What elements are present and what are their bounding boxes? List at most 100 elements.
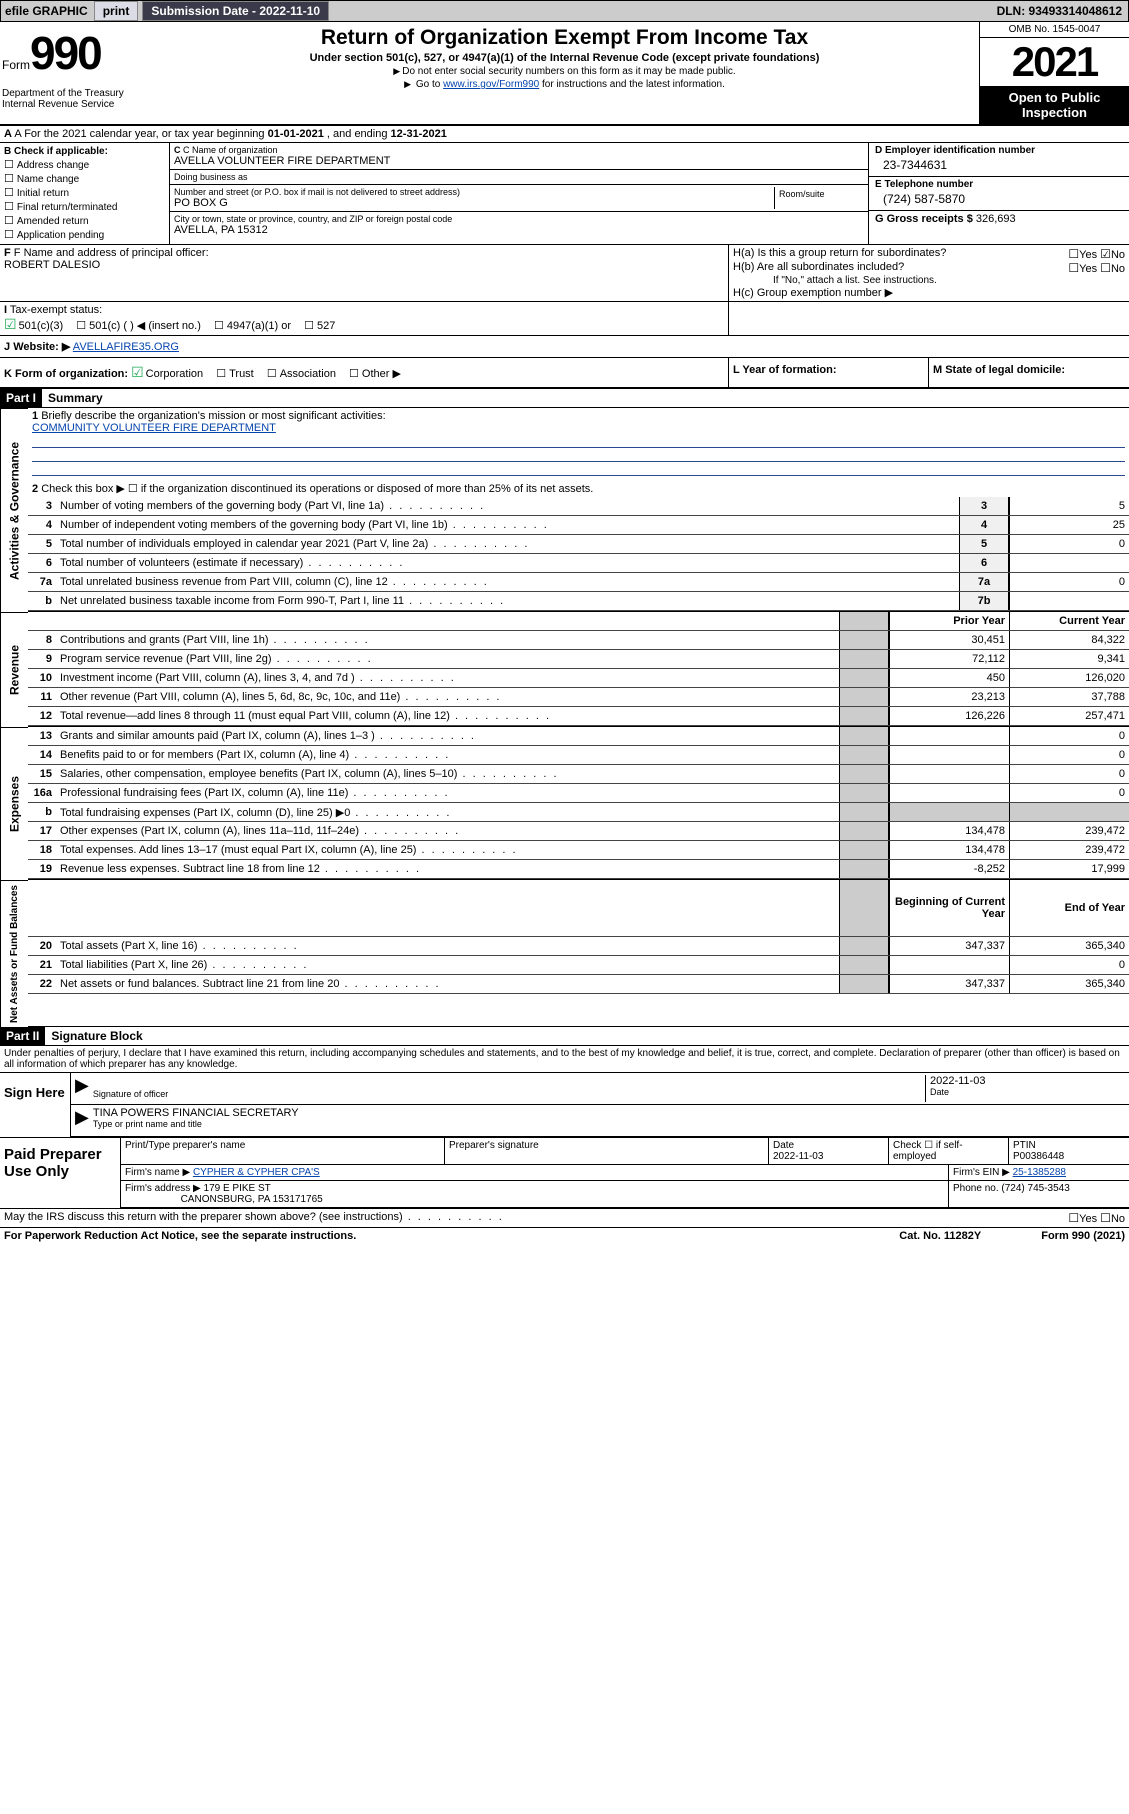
line-no: 3 — [28, 500, 58, 512]
line-spacer — [839, 746, 889, 764]
irs-link[interactable]: www.irs.gov/Form990 — [443, 79, 539, 90]
line-desc: Total unrelated business revenue from Pa… — [58, 575, 959, 589]
open-to-public: Open to Public Inspection — [980, 86, 1129, 124]
form-word: Form — [2, 58, 30, 72]
line-spacer — [839, 669, 889, 687]
col-d: D Employer identification number 23-7344… — [869, 143, 1129, 244]
dba-label: Doing business as — [174, 172, 864, 182]
status-4947[interactable]: 4947(a)(1) or — [214, 319, 291, 332]
line-spacer — [839, 650, 889, 668]
website-link[interactable]: AVELLAFIRE35.ORG — [73, 341, 179, 353]
city: AVELLA, PA 15312 — [174, 224, 864, 236]
sig-arrow-icon — [75, 1107, 93, 1134]
efile-label: efile GRAPHIC — [1, 4, 92, 18]
firm-name[interactable]: CYPHER & CYPHER CPA'S — [193, 1167, 320, 1178]
row-fh: F F Name and address of principal office… — [0, 245, 1129, 302]
line-spacer — [839, 956, 889, 974]
check-address-change[interactable]: Address change — [4, 158, 165, 171]
line-no: 15 — [28, 768, 58, 780]
part2-badge: Part II — [0, 1027, 45, 1045]
submission-date: Submission Date - 2022-11-10 — [142, 1, 329, 21]
sig-date: 2022-11-03 — [930, 1075, 1125, 1087]
line-no: 14 — [28, 749, 58, 761]
form-990: 990 — [30, 27, 101, 79]
row-k: K Form of organization: Corporation Trus… — [0, 358, 729, 387]
print-button[interactable]: print — [94, 1, 139, 21]
status-501c3[interactable]: 501(c)(3) — [4, 316, 63, 333]
l2: 2 Check this box ▶ ☐ if the organization… — [28, 480, 1129, 497]
line-curr: 0 — [1009, 746, 1129, 764]
discuss-yes[interactable] — [1068, 1213, 1079, 1225]
ha-yes[interactable] — [1068, 249, 1079, 261]
prep-date: 2022-11-03 — [773, 1151, 823, 1162]
pra: For Paperwork Reduction Act Notice, see … — [4, 1230, 356, 1242]
check-initial-return[interactable]: Initial return — [4, 186, 165, 199]
part2-title: Signature Block — [45, 1027, 148, 1045]
line-no: b — [28, 806, 58, 818]
line-spacer — [839, 822, 889, 840]
line-17: 17 Other expenses (Part IX, column (A), … — [28, 822, 1129, 841]
vtab-revenue: Revenue — [0, 612, 28, 727]
col-b: B Check if applicable: Address change Na… — [0, 143, 170, 244]
k-label: K Form of organization: — [4, 368, 128, 380]
check-name-change[interactable]: Name change — [4, 172, 165, 185]
line-prior — [889, 765, 1009, 783]
line-curr — [1009, 803, 1129, 821]
hb-yes[interactable] — [1068, 263, 1079, 275]
line-no: 6 — [28, 557, 58, 569]
instr2-pre: Go to — [416, 79, 443, 90]
line-desc: Benefits paid to or for members (Part IX… — [58, 748, 839, 762]
date-label: Date — [930, 1087, 1125, 1097]
line-curr: 239,472 — [1009, 841, 1129, 859]
discuss-no[interactable] — [1100, 1213, 1111, 1225]
line-curr: 0 — [1009, 727, 1129, 745]
line-box: 7b — [959, 592, 1009, 610]
check-final-return[interactable]: Final return/terminated — [4, 200, 165, 213]
line-desc: Program service revenue (Part VIII, line… — [58, 652, 839, 666]
hdr-end: End of Year — [1009, 880, 1129, 936]
ptin: P00386448 — [1013, 1151, 1064, 1162]
ein: 23-7344631 — [875, 156, 1123, 174]
form-footer: Form 990 (2021) — [1041, 1230, 1125, 1242]
check-amended[interactable]: Amended return — [4, 214, 165, 227]
phone: (724) 587-5870 — [875, 190, 1123, 208]
line-desc: Total number of volunteers (estimate if … — [58, 556, 959, 570]
ha-no[interactable] — [1100, 249, 1111, 261]
room-label: Room/suite — [774, 187, 864, 209]
line-box: 3 — [959, 497, 1009, 515]
k-corp[interactable]: Corporation — [131, 364, 203, 381]
hb-note: If "No," attach a list. See instructions… — [733, 275, 1125, 286]
m-label: M State of legal domicile: — [933, 364, 1065, 376]
line-10: 10 Investment income (Part VIII, column … — [28, 669, 1129, 688]
line-21: 21 Total liabilities (Part X, line 26) 0 — [28, 956, 1129, 975]
line-13: 13 Grants and similar amounts paid (Part… — [28, 727, 1129, 746]
l1-label: Briefly describe the organization's miss… — [41, 410, 385, 422]
line-desc: Other expenses (Part IX, column (A), lin… — [58, 824, 839, 838]
status-527[interactable]: 527 — [304, 319, 335, 332]
firm-ein-label: Firm's EIN ▶ — [953, 1167, 1010, 1178]
status-501c[interactable]: 501(c) ( ) ◀ (insert no.) — [76, 319, 201, 332]
hb-no[interactable] — [1100, 263, 1111, 275]
line-desc: Net unrelated business taxable income fr… — [58, 594, 959, 608]
firm-ein[interactable]: 25-1385288 — [1013, 1167, 1066, 1178]
hc-label: H(c) Group exemption number ▶ — [733, 286, 1125, 299]
line-no: 13 — [28, 730, 58, 742]
k-assoc[interactable]: Association — [267, 367, 336, 380]
line-7a: 7a Total unrelated business revenue from… — [28, 573, 1129, 592]
header-right: OMB No. 1545-0047 2021 Open to Public In… — [979, 22, 1129, 124]
line-desc: Number of voting members of the governin… — [58, 499, 959, 513]
prep-date-label: Date — [773, 1140, 794, 1151]
line-desc: Professional fundraising fees (Part IX, … — [58, 786, 839, 800]
line-6: 6 Total number of volunteers (estimate i… — [28, 554, 1129, 573]
k-trust[interactable]: Trust — [216, 367, 254, 380]
check-app-pending[interactable]: Application pending — [4, 228, 165, 241]
mission-text[interactable]: COMMUNITY VOLUNTEER FIRE DEPARTMENT — [32, 422, 276, 434]
line-no: 10 — [28, 672, 58, 684]
line-no: 21 — [28, 959, 58, 971]
line-curr: 257,471 — [1009, 707, 1129, 725]
prep-check[interactable]: Check ☐ if self-employed — [889, 1138, 1009, 1164]
line-no: 4 — [28, 519, 58, 531]
k-other[interactable]: Other ▶ — [349, 367, 401, 380]
tax-status-label: Tax-exempt status: — [10, 304, 102, 316]
line-no: 8 — [28, 634, 58, 646]
